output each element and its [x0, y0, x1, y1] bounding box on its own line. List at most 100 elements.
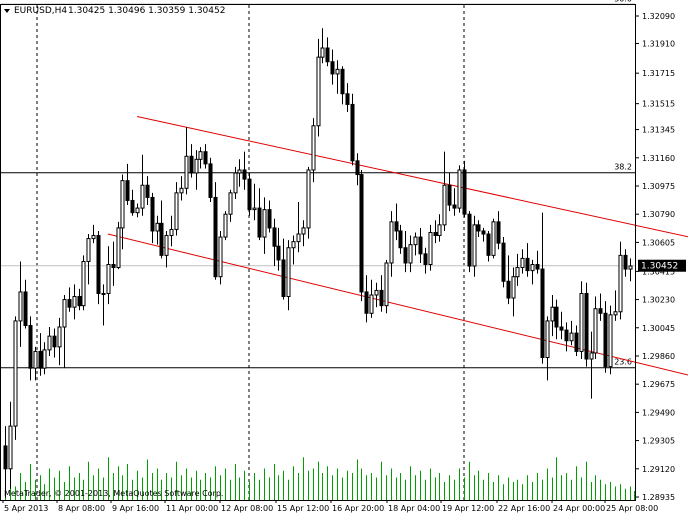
candle-body	[116, 227, 121, 269]
candle-body	[184, 155, 189, 189]
fib-level-label: 23.6	[614, 358, 632, 367]
candle-body	[335, 68, 340, 75]
fib-level-label: 50.0	[614, 0, 632, 3]
price-axis: 1.32090 1.31910 1.31715 1.31515 1.31345 1.311…	[635, 12, 675, 502]
candle-body	[574, 332, 579, 352]
time-tick-label: 16 Apr 20:00	[332, 504, 384, 513]
volume-bars	[5, 457, 635, 500]
price-tick-label: 1.31910	[642, 39, 675, 48]
candle-body	[96, 235, 101, 294]
candle-body	[233, 172, 238, 194]
candle-body	[545, 320, 550, 359]
candle-body	[272, 227, 277, 247]
price-tick-label: 1.31345	[642, 126, 675, 135]
candle-body	[8, 425, 13, 470]
candle-body	[589, 352, 594, 360]
candle-body	[330, 61, 335, 75]
candle-body	[403, 247, 408, 264]
candle-body	[120, 180, 125, 229]
time-tick-label: 15 Apr 12:00	[277, 504, 329, 513]
candle-body	[584, 292, 589, 360]
price-tick-label: 1.30605	[642, 238, 675, 247]
candle-body	[242, 169, 247, 180]
candle-body	[408, 244, 413, 264]
candle-body	[593, 308, 598, 354]
candle-body	[530, 264, 535, 272]
candle-body	[286, 247, 291, 298]
candle-body	[384, 262, 389, 307]
candle-body	[62, 299, 67, 328]
candle-body	[247, 178, 252, 211]
time-tick-label: 25 Apr 08:00	[606, 504, 658, 513]
price-tick-label: 1.29120	[642, 465, 675, 474]
price-tick-label: 1.28935	[642, 493, 675, 502]
candle-body	[418, 236, 423, 255]
time-tick-label: 24 Apr 00:00	[553, 504, 605, 513]
candle-body	[467, 213, 472, 267]
candle-body	[223, 213, 228, 238]
candle-body	[515, 267, 520, 278]
candle-body	[394, 221, 399, 232]
candle-body	[613, 311, 618, 316]
trend-channel[interactable]	[107, 115, 688, 401]
candle-body	[135, 207, 140, 214]
candle-body	[608, 314, 613, 368]
price-tick-label: 1.31160	[642, 154, 675, 163]
candle-body	[140, 184, 145, 209]
channel-line[interactable]	[107, 233, 688, 401]
price-tick-label: 1.30415	[642, 267, 675, 276]
candle-body	[38, 350, 43, 369]
price-tick-label: 1.30975	[642, 182, 675, 191]
candle-body	[623, 254, 628, 270]
candle-body	[550, 306, 555, 322]
candle-body	[462, 169, 467, 215]
price-tick-label: 1.29675	[642, 380, 675, 389]
candle-body	[13, 320, 18, 427]
time-tick-label: 9 Apr 16:00	[112, 504, 159, 513]
candle-body	[130, 199, 135, 214]
candle-body	[520, 257, 525, 269]
ohlc-values: 1.30425 1.30496 1.30359 1.30452	[68, 6, 225, 16]
chart-header: EURUSD,H4 1.30425 1.30496 1.30359 1.3045…	[4, 6, 225, 16]
candle-body	[159, 222, 164, 256]
candle-body	[194, 158, 199, 174]
chart-frame	[0, 4, 636, 501]
candle-body	[47, 335, 52, 351]
candle-body	[267, 209, 272, 229]
candle-body	[189, 155, 194, 174]
candle-body	[203, 151, 208, 165]
price-tick-label: 1.31715	[642, 69, 675, 78]
time-axis: 5 Apr 2013 8 Apr 08:00 9 Apr 16:00 11 Apr 0…	[2, 500, 658, 513]
candle-body	[91, 235, 96, 240]
candle-body	[155, 222, 160, 232]
candle-body	[491, 221, 496, 256]
candle-body	[228, 192, 233, 215]
current-price-tag	[638, 259, 686, 272]
candle-body	[564, 329, 569, 342]
candle-body	[618, 254, 623, 313]
candle-body	[81, 260, 86, 307]
candle-body	[374, 289, 379, 296]
price-tick-label: 1.31515	[642, 100, 675, 109]
candle-body	[369, 294, 374, 314]
candle-body	[174, 192, 179, 230]
price-tick-label: 1.29305	[642, 437, 675, 446]
candle-body	[540, 268, 545, 359]
candle-body	[433, 231, 438, 237]
candle-body	[359, 174, 364, 293]
candle-body	[276, 245, 281, 261]
candle-body	[628, 265, 633, 270]
candle-body	[437, 224, 442, 237]
candle-body	[42, 349, 47, 369]
candle-body	[501, 242, 506, 282]
candle-body	[316, 56, 321, 127]
candle-body	[535, 264, 540, 270]
candle-body	[506, 280, 511, 299]
candle-body	[208, 163, 213, 198]
time-tick-label: 12 Apr 08:00	[221, 504, 273, 513]
chevron-down-icon[interactable]	[4, 9, 10, 13]
channel-line[interactable]	[136, 115, 688, 260]
candle-body	[452, 204, 457, 209]
